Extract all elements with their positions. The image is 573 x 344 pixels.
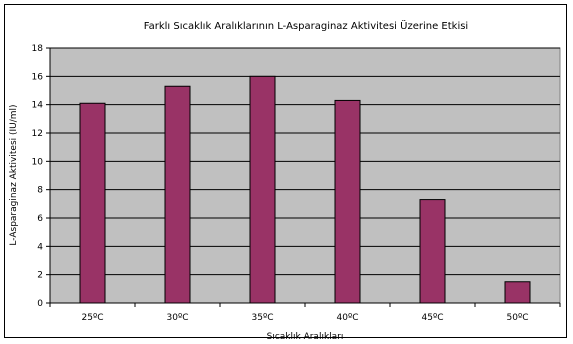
y-tick-label: 12 [32,129,43,139]
y-tick-label: 10 [32,157,44,167]
y-tick-label: 6 [37,214,43,224]
y-tick-label: 16 [32,72,44,82]
x-tick-label: 50ºC [507,313,529,323]
bar-5 [419,199,446,304]
bar-2 [164,85,191,304]
x-axis-ticks: 25ºC 30ºC 35ºC 40ºC 45ºC 50ºC [49,303,561,323]
y-tick-label: 14 [32,101,44,111]
y-axis-ticks: 0 2 4 6 8 10 12 14 16 18 [32,44,50,309]
y-tick-label: 2 [37,271,43,281]
bar-6 [504,281,531,304]
chart-title: Farklı Sıcaklık Aralıklarının L-Asparagi… [144,19,468,32]
x-tick-label: 40ºC [337,313,359,323]
y-tick-label: 8 [37,186,43,196]
x-axis-title: Sıcaklık Aralıkları [267,332,344,342]
bar-1 [79,102,106,304]
x-tick-label: 35ºC [252,313,274,323]
bar-3 [249,75,276,304]
x-tick-label: 30ºC [167,313,189,323]
bar-4 [334,99,361,304]
gridlines [50,47,560,276]
y-tick-label: 18 [32,44,44,54]
x-tick-label: 45ºC [422,313,444,323]
x-tick-label: 25ºC [82,313,104,323]
y-axis-title: L-Asparaginaz Aktivitesi (IU/ml) [9,104,19,245]
y-tick-label: 4 [37,242,43,252]
bars [79,75,531,304]
plot-area [49,47,561,304]
y-tick-label: 0 [37,299,43,309]
